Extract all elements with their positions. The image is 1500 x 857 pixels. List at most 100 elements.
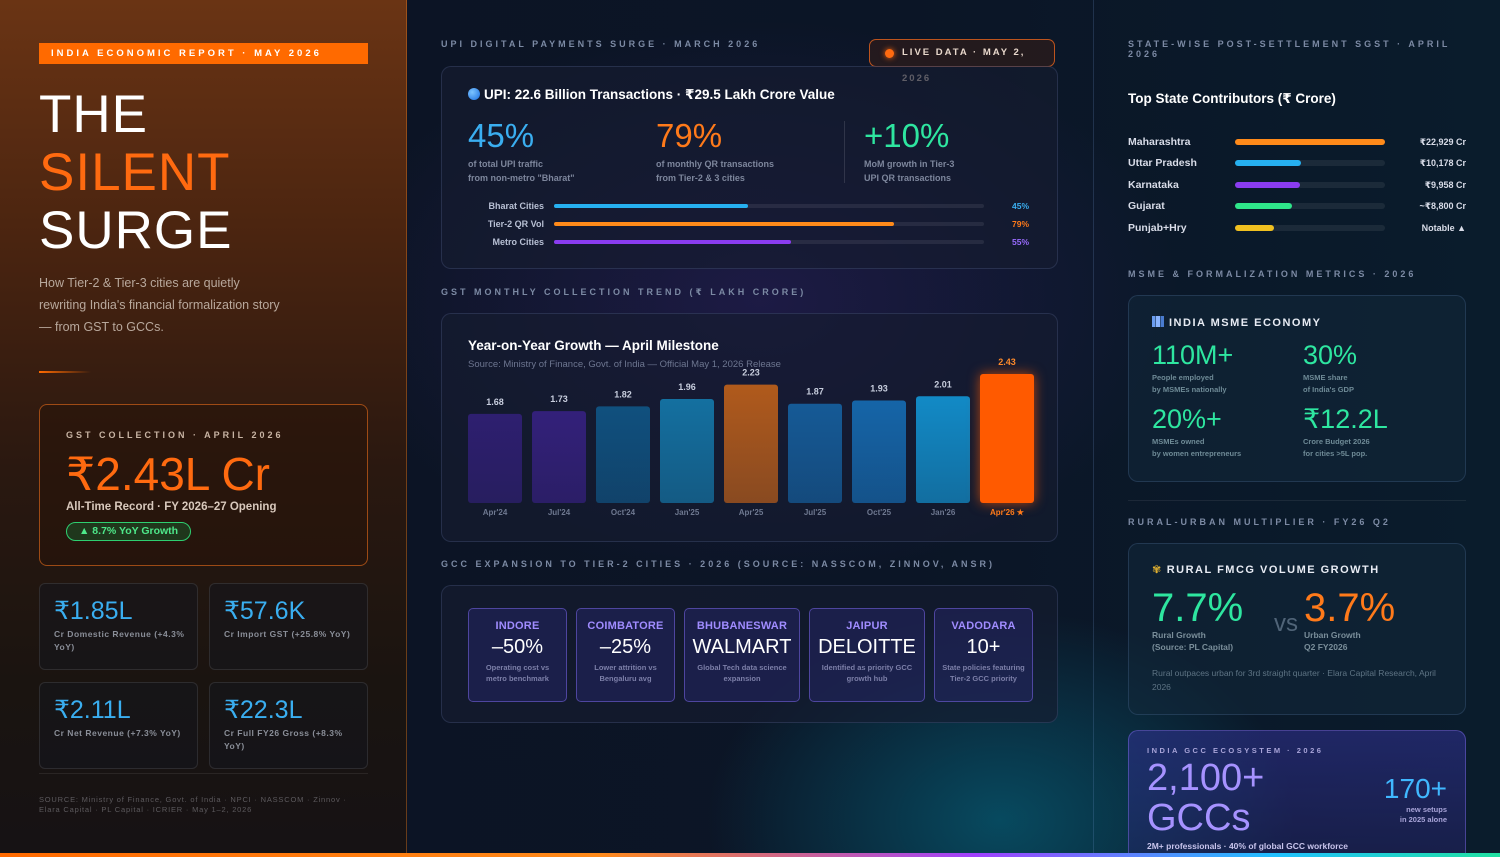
upi-section-label: UPI DIGITAL PAYMENTS SURGE · MARCH 2026 — [441, 39, 761, 49]
page-title: THE SILENT SURGE — [39, 86, 232, 260]
gst-card-label: GST COLLECTION · APRIL 2026 — [66, 430, 284, 440]
category-label-4: Apr'25 — [739, 508, 764, 517]
state-row-punjab-haryana: Punjab+Hry Notable ▲ — [1128, 221, 1466, 235]
state-bar-fill — [1235, 203, 1292, 209]
gcc-card-bhubaneswar: BHUBANESWAR WALMART Global Tech data sci… — [684, 608, 800, 702]
state-bar-track — [1235, 160, 1385, 166]
state-name: Karnataka — [1128, 179, 1179, 191]
bar-track — [554, 204, 984, 208]
rural-value: 7.7% — [1152, 586, 1244, 630]
fmcg-note: Rural outpaces urban for 3rd straight qu… — [1152, 668, 1436, 692]
category-label-2: Oct'24 — [611, 508, 636, 517]
rural-desc: Rural Growth (Source: PL Capital) — [1152, 630, 1234, 652]
bar-chart-icon — [1152, 316, 1164, 327]
bar-value-label-7: 2.01 — [934, 379, 952, 389]
category-label-0: Apr'24 — [483, 508, 508, 517]
title-line-3: SURGE — [39, 201, 233, 260]
msme-value: 110M+ — [1152, 340, 1234, 370]
state-row-maharashtra: Maharashtra ₹22,929 Cr — [1128, 135, 1466, 149]
bar-value-label-1: 1.73 — [550, 394, 568, 404]
upi-bar-metro: Metro Cities 55% — [468, 235, 1033, 249]
stat-value: ₹2.11L — [54, 696, 131, 724]
msme-desc: MSMEs owned by women entrepreneurs — [1152, 437, 1242, 458]
category-label-7: Jan'26 — [931, 508, 956, 517]
kpi-value: 79% — [656, 117, 723, 154]
kpi-desc: of total UPI traffic from non-metro "Bhar… — [468, 159, 575, 183]
state-contributors-title: Top State Contributors (₹ Crore) — [1128, 91, 1336, 106]
stat-desc: Cr Domestic Revenue (+4.3% YoY) — [54, 629, 185, 652]
bar-7 — [916, 396, 970, 503]
gcc-city: JAIPUR — [846, 620, 888, 632]
stat-desc: Cr Net Revenue (+7.3% YoY) — [54, 728, 181, 738]
msme-desc: People employed by MSMEs nationally — [1152, 373, 1227, 394]
gcc-section-label: GCC EXPANSION TO TIER-2 CITIES · 2026 (S… — [441, 559, 996, 569]
state-value: ₹9,958 Cr — [1424, 180, 1466, 190]
bar-8 — [980, 374, 1034, 503]
urban-desc: Urban Growth Q2 FY2026 — [1304, 630, 1361, 652]
gcc-eco-label: INDIA GCC ECOSYSTEM · 2026 — [1147, 746, 1324, 755]
msme-kpi-gdp-share: 30% MSME share of India's GDP — [1303, 340, 1357, 396]
bar-track — [554, 240, 984, 244]
state-bar-fill — [1235, 139, 1385, 145]
state-section-label: STATE-WISE POST-SETTLEMENT SGST · APRIL … — [1128, 39, 1451, 59]
fmcg-panel: ✾ RURAL FMCG VOLUME GROWTH 7.7% Rural Gro… — [1128, 543, 1466, 715]
right-divider — [1128, 500, 1466, 501]
gcc-value: –25% — [599, 636, 652, 658]
state-row-uttar-pradesh: Uttar Pradesh ₹10,178 Cr — [1128, 156, 1466, 170]
left-divider — [39, 773, 368, 774]
page-subtitle: How Tier-2 & Tier-3 cities are quietly r… — [39, 276, 280, 334]
msme-kpi-employment: 110M+ People employed by MSMEs nationally — [1152, 340, 1233, 396]
upi-kpi-mom-growth: +10% MoM growth in Tier-3 UPI QR transact… — [864, 117, 954, 185]
live-dot-icon — [885, 49, 894, 58]
state-name: Gujarat — [1128, 200, 1165, 212]
bar-5 — [788, 403, 842, 503]
upi-bar-tier2-qr: Tier-2 QR Vol 79% — [468, 217, 1033, 231]
upi-kpi-qr-share: 79% of monthly QR transactions from Tier-… — [656, 117, 774, 185]
fmcg-head-text: RURAL FMCG VOLUME GROWTH — [1166, 564, 1380, 576]
gcc-value: WALMART — [692, 636, 792, 658]
bar-label: Tier-2 QR Vol — [487, 219, 544, 229]
gcc-city: BHUBANESWAR — [696, 620, 788, 632]
state-bar-track — [1235, 139, 1385, 145]
fmcg-head: ✾ RURAL FMCG VOLUME GROWTH — [1152, 563, 1380, 576]
msme-value: 30% — [1303, 340, 1358, 370]
gcc-city: COIMBATORE — [587, 620, 664, 632]
bar-value-label-0: 1.68 — [486, 397, 504, 407]
bar-fill — [554, 222, 894, 226]
accent-divider — [39, 371, 91, 373]
state-name: Uttar Pradesh — [1128, 157, 1197, 169]
msme-head: INDIA MSME ECONOMY — [1152, 316, 1322, 329]
category-label-5: Jul'25 — [804, 508, 827, 517]
msme-desc: MSME share of India's GDP — [1303, 373, 1354, 394]
gst-trend-panel: 1.68 Apr'24 1.73 Jul'24 1.82 Oct'24 1.96 Jan'25… — [441, 313, 1058, 542]
wheat-icon: ✾ — [1152, 564, 1163, 576]
gst-trend-section-label: GST MONTHLY COLLECTION TREND (₹ LAKH CRO… — [441, 287, 807, 297]
category-label-1: Jul'24 — [548, 508, 571, 517]
gst-trend-title: Year-on-Year Growth — April Milestone — [468, 338, 719, 353]
bar-percent: 45% — [1012, 201, 1030, 211]
state-value: ₹10,178 Cr — [1419, 158, 1466, 168]
bar-fill — [554, 240, 791, 244]
bar-value-label-2: 1.82 — [614, 389, 632, 399]
msme-desc: Crore Budget 2026 for cities >5L pop. — [1303, 437, 1370, 458]
msme-value: ₹12.2L — [1303, 404, 1388, 434]
gcc-city: VADODARA — [951, 620, 1016, 632]
urban-value: 3.7% — [1304, 586, 1396, 630]
bottom-gradient-bar — [0, 853, 1500, 857]
stat-card-import-gst: ₹57.6K Cr Import GST (+25.8% YoY) — [209, 583, 368, 670]
gcc-desc: Identified as priority GCC growth hub — [821, 663, 913, 683]
bar-0 — [468, 413, 522, 503]
upi-title: UPI: 22.6 Billion Transactions · ₹29.5 L… — [468, 87, 835, 103]
gcc-desc: Lower attrition vs Bengaluru avg — [594, 663, 657, 683]
bar-label: Metro Cities — [492, 237, 544, 247]
bar-4 — [724, 384, 778, 503]
category-label-8: Apr'26 ★ — [990, 508, 1025, 517]
state-name: Maharashtra — [1128, 136, 1191, 148]
state-value: Notable ▲ — [1421, 223, 1466, 233]
stat-value: ₹57.6K — [224, 597, 306, 625]
live-data-badge: LIVE DATA · MAY 2, 2026 — [869, 39, 1055, 84]
bar-value-label-8: 2.43 — [998, 357, 1016, 367]
fmcg-rural: 7.7% Rural Growth (Source: PL Capital) — [1152, 586, 1243, 653]
gcc-desc: Global Tech data science expansion — [697, 663, 787, 683]
